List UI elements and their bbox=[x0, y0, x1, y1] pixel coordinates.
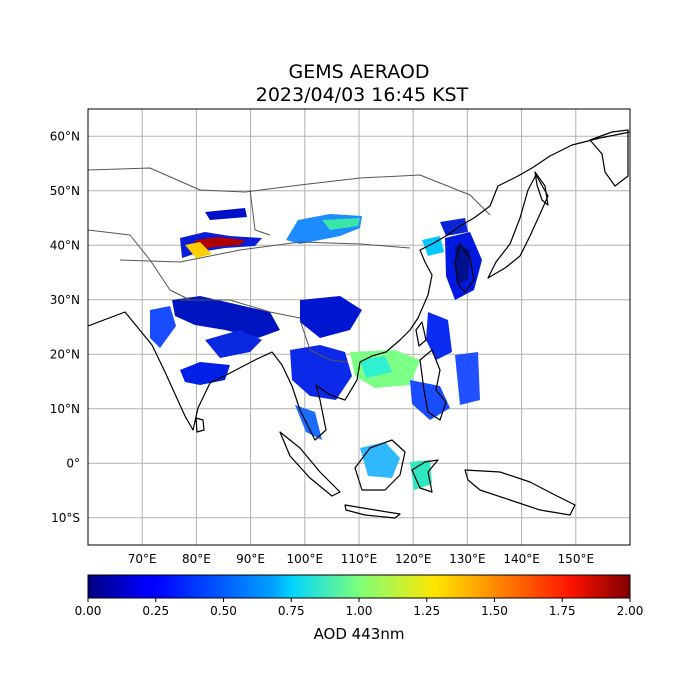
coastline-kamchatka bbox=[589, 129, 629, 187]
coastlines-and-borders bbox=[88, 129, 630, 519]
lat-tick-label: 50°N bbox=[50, 184, 80, 198]
aod-patch-scs-cyan bbox=[360, 356, 392, 378]
aod-patch-japan-south bbox=[440, 218, 468, 236]
aod-patch-himalaya bbox=[205, 330, 262, 358]
coastline-philippines bbox=[419, 349, 447, 421]
coastline-taiwan bbox=[415, 321, 427, 347]
aod-patch-sichuan bbox=[300, 296, 362, 338]
aod-patch-korea-dark bbox=[455, 245, 470, 285]
colorbar-tick-label: 0.50 bbox=[210, 604, 237, 618]
lon-tick-label: 140°E bbox=[503, 552, 540, 566]
lon-tick-label: 80°E bbox=[182, 552, 211, 566]
lat-tick-label: 0° bbox=[66, 456, 80, 470]
colorbar-label: AOD 443nm bbox=[314, 625, 405, 643]
lon-tick-label: 70°E bbox=[128, 552, 157, 566]
coastline-sri-lanka bbox=[195, 417, 205, 433]
colorbar-gradient bbox=[87, 574, 631, 599]
lon-tick-label: 110°E bbox=[341, 552, 378, 566]
colorbar-tick-label: 0.75 bbox=[278, 604, 305, 618]
map-title: GEMS AERAOD bbox=[289, 61, 430, 83]
coastline-japan bbox=[487, 174, 549, 279]
lat-tick-labels: 60°N 50°N 40°N 30°N 20°N 10°N 0° 10°S bbox=[50, 129, 80, 525]
colorbar-tick-label: 1.50 bbox=[481, 604, 508, 618]
coastline-new-guinea bbox=[464, 469, 576, 516]
lat-tick-label: 10°N bbox=[50, 402, 80, 416]
map-panel: 60°N 50°N 40°N 30°N 20°N 10°N 0° 10°S 70°E 80°E 9… bbox=[50, 108, 631, 566]
borders bbox=[88, 167, 491, 363]
aod-patch-taklamakan-edge bbox=[185, 242, 212, 258]
coastline-sumatra bbox=[279, 431, 341, 497]
lat-tick-label: 60°N bbox=[50, 129, 80, 143]
lat-tick-label: 40°N bbox=[50, 238, 80, 252]
aod-patch-indochina bbox=[290, 345, 352, 400]
lon-tick-label: 130°E bbox=[449, 552, 486, 566]
aod-patch-pacific bbox=[455, 352, 480, 405]
aod-patch-taiwan-sea bbox=[426, 312, 452, 360]
aod-patch-tibet bbox=[172, 296, 280, 338]
aod-patch-taklamakan-hot bbox=[195, 237, 245, 250]
coastline-java bbox=[344, 504, 401, 519]
lat-tick-label: 10°S bbox=[51, 511, 80, 525]
lat-tick-label: 20°N bbox=[50, 347, 80, 361]
lon-tick-label: 100°E bbox=[287, 552, 324, 566]
colorbar-tick-label: 0.25 bbox=[142, 604, 169, 618]
aod-pixels bbox=[150, 208, 482, 490]
coastline-mainland bbox=[88, 131, 630, 441]
colorbar-tick-label: 1.25 bbox=[413, 604, 440, 618]
aod-patch-borneo bbox=[360, 442, 400, 478]
aod-patch-philippines bbox=[410, 380, 450, 420]
lon-tick-label: 90°E bbox=[236, 552, 265, 566]
colorbar: 0.00 0.25 0.50 0.75 1.00 1.25 1.50 1.75 2.00 AOD… bbox=[75, 574, 644, 643]
colorbar-tick-label: 2.00 bbox=[617, 604, 644, 618]
colorbar-ticks: 0.00 0.25 0.50 0.75 1.00 1.25 1.50 1.75 2.00 bbox=[75, 598, 644, 618]
aod-patch-gobi-green bbox=[322, 218, 360, 230]
lon-tick-label: 120°E bbox=[395, 552, 432, 566]
lat-tick-label: 30°N bbox=[50, 293, 80, 307]
aod-patch-tibet-light bbox=[150, 306, 176, 348]
lon-tick-label: 150°E bbox=[558, 552, 595, 566]
aod-patch-yellowsea bbox=[422, 236, 444, 256]
coastline-sulawesi bbox=[411, 459, 439, 493]
coastline-borneo bbox=[354, 439, 406, 491]
colorbar-tick-label: 1.75 bbox=[549, 604, 576, 618]
coastline-korea bbox=[454, 243, 475, 293]
map-frame bbox=[87, 108, 631, 546]
colorbar-tick-label: 1.00 bbox=[346, 604, 373, 618]
coastline-sakhalin bbox=[534, 171, 549, 206]
lon-tick-labels: 70°E 80°E 90°E 100°E 110°E 120°E 130°E 140°E 150… bbox=[128, 552, 594, 566]
colorbar-tick-label: 0.00 bbox=[75, 604, 102, 618]
aod-patch-dzungaria bbox=[205, 208, 247, 220]
map-subtitle: 2023/04/03 16:45 KST bbox=[256, 84, 469, 106]
